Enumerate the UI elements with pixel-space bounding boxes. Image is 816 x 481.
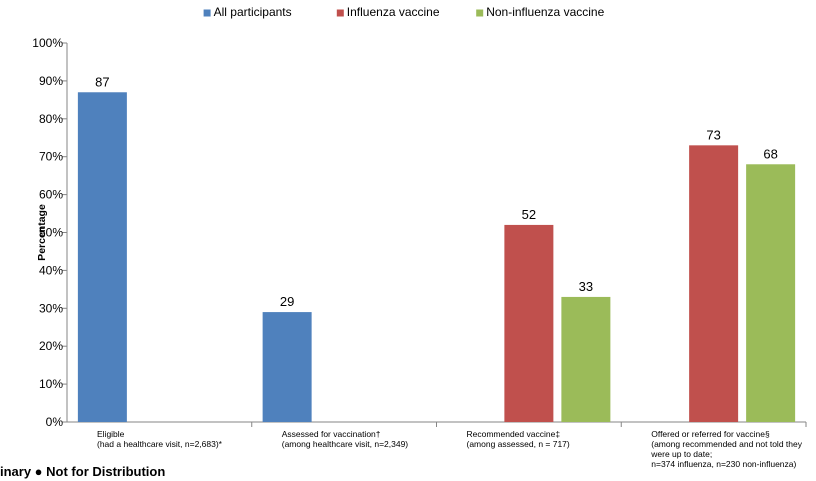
y-axis-title: Percentage	[36, 204, 48, 261]
y-tick-label: 10%	[39, 377, 63, 391]
category-label-line: Eligible	[97, 429, 125, 439]
data-label: 52	[522, 207, 536, 222]
category-label-line: (among recommended and not told they	[651, 439, 802, 449]
bar-all-participants-2	[262, 312, 312, 422]
y-tick-label: 40%	[39, 263, 63, 277]
legend-label-2: Influenza vaccine	[347, 5, 440, 19]
category-label-line: Offered or referred for vaccine§	[651, 429, 770, 439]
category-label-line: n=374 influenza, n=230 non-influenza)	[651, 459, 796, 469]
category-label-line: (among healthcare visit, n=2,349)	[282, 439, 409, 449]
data-label: 29	[280, 294, 294, 309]
y-tick-label: 50%	[39, 226, 63, 240]
legend-swatch-1	[203, 9, 211, 17]
y-tick-label: 100%	[32, 36, 63, 50]
data-label: 33	[579, 279, 593, 294]
category-label-2: Assessed for vaccination† (among healthca…	[282, 429, 409, 449]
y-tick-label: 90%	[39, 74, 63, 88]
category-label-line: were up to date;	[650, 449, 712, 459]
legend-label-1: All participants	[214, 5, 292, 19]
category-label-1: Eligible (had a healthcare visit, n=2,683…	[97, 429, 223, 449]
legend-label-3: Non-influenza vaccine	[486, 5, 604, 19]
data-label: 87	[95, 74, 109, 89]
y-tick-label: 70%	[39, 150, 63, 164]
bar-non-influenza-vaccine-3	[561, 296, 611, 422]
data-label: 73	[706, 127, 720, 142]
category-label-line: (among assessed, n = 717)	[467, 439, 570, 449]
bar-influenza-vaccine-4	[689, 145, 739, 422]
data-label: 68	[763, 146, 777, 161]
y-tick-label: 20%	[39, 339, 63, 353]
footer-watermark: inary ● Not for Distribution	[0, 464, 166, 479]
bar-non-influenza-vaccine-4	[746, 164, 796, 422]
category-label-4: Offered or referred for vaccine§ (among r…	[650, 429, 802, 469]
category-label-3: Recommended vaccine‡ (among assessed, n =…	[467, 429, 570, 449]
category-label-line: Recommended vaccine‡	[467, 429, 561, 439]
y-tick-label: 80%	[39, 112, 63, 126]
y-tick-label: 30%	[39, 301, 63, 315]
bar-all-participants-1	[77, 92, 127, 423]
y-tick-label: 60%	[39, 188, 63, 202]
legend-swatch-2	[336, 9, 344, 17]
category-label-line: Assessed for vaccination†	[282, 429, 381, 439]
bar-influenza-vaccine-3	[504, 224, 554, 422]
y-tick-label: 0%	[46, 415, 64, 429]
category-label-line: (had a healthcare visit, n=2,683)*	[97, 439, 223, 449]
legend-swatch-3	[476, 9, 484, 17]
